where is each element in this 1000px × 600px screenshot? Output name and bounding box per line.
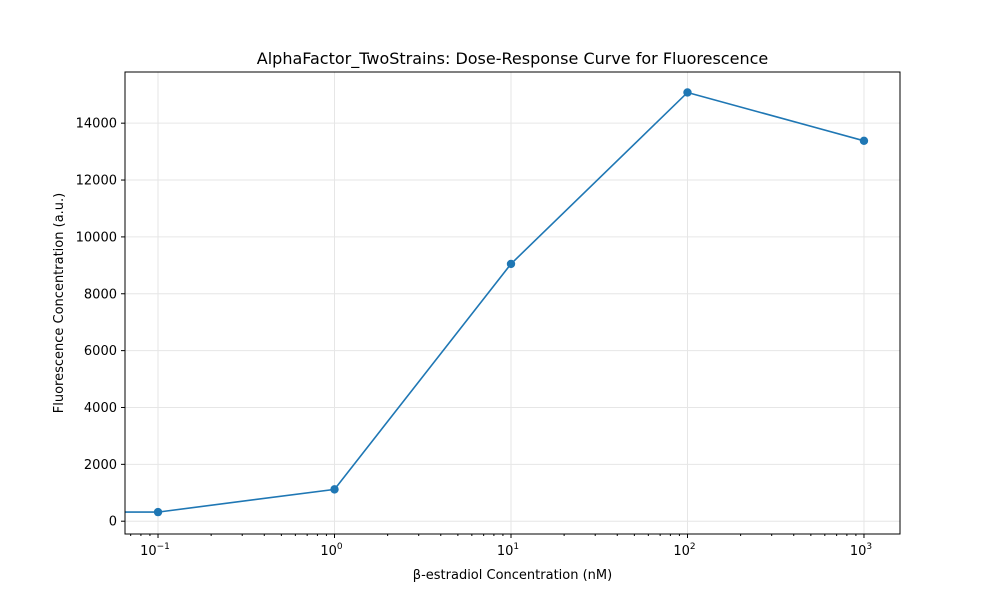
x-tick-label: 10−1 bbox=[140, 542, 170, 559]
y-axis-label: Fluorescence Concentration (a.u.) bbox=[52, 193, 67, 414]
y-tick-label: 14000 bbox=[76, 117, 117, 132]
data-point bbox=[683, 88, 692, 97]
data-point bbox=[153, 507, 163, 517]
plot-area-frame bbox=[124, 71, 901, 535]
series-layer bbox=[125, 88, 869, 517]
data-point bbox=[506, 259, 516, 269]
y-tick-label: 6000 bbox=[84, 344, 117, 359]
y-tick-label: 4000 bbox=[84, 401, 117, 416]
x-tick-label: 103 bbox=[850, 542, 872, 559]
series-line bbox=[125, 91, 865, 513]
chart-title: AlphaFactor_TwoStrains: Dose-Response Cu… bbox=[257, 49, 768, 69]
x-axis-ticks: 10−1 100 101 102 103 bbox=[130, 534, 872, 559]
x-tick-label: 101 bbox=[497, 542, 519, 559]
x-axis-label: β-estradiol Concentration (nM) bbox=[413, 568, 612, 583]
y-tick-label: 12000 bbox=[76, 174, 117, 189]
data-point bbox=[330, 485, 339, 494]
x-tick-label: 100 bbox=[320, 542, 343, 559]
y-tick-label: 0 bbox=[109, 515, 117, 530]
y-tick-label: 10000 bbox=[76, 230, 117, 245]
x-tick-label: 102 bbox=[673, 542, 695, 559]
data-point bbox=[859, 136, 869, 146]
y-axis-ticks: 0 2000 4000 6000 8000 10000 12000 14000 bbox=[76, 117, 125, 530]
grid-lines bbox=[125, 72, 900, 534]
y-tick-label: 2000 bbox=[84, 458, 117, 473]
y-tick-label: 8000 bbox=[84, 287, 117, 302]
